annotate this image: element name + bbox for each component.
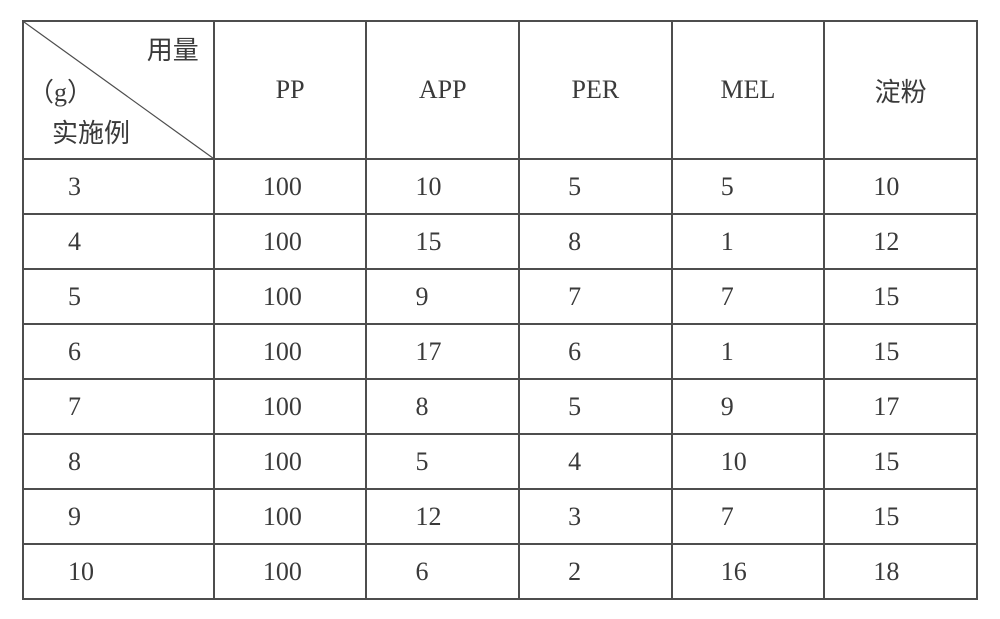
- table-row: 7 100 8 5 9 17: [23, 379, 977, 434]
- table-cell: 16: [672, 544, 825, 599]
- table-cell: 8: [519, 214, 672, 269]
- table-cell: 5: [672, 159, 825, 214]
- table-cell: 15: [366, 214, 519, 269]
- page: 用量 （g） 实施例 PP APP PER MEL 淀粉 3 100 10 5 …: [0, 0, 1000, 619]
- table-row: 4 100 15 8 1 12: [23, 214, 977, 269]
- col-header: PER: [519, 21, 672, 159]
- table-cell: 100: [214, 214, 367, 269]
- table-cell: 9: [366, 269, 519, 324]
- table-cell: 15: [824, 324, 977, 379]
- data-table: 用量 （g） 实施例 PP APP PER MEL 淀粉 3 100 10 5 …: [22, 20, 978, 600]
- table-cell: 100: [214, 269, 367, 324]
- table-cell: 1: [672, 324, 825, 379]
- table-cell: 3: [519, 489, 672, 544]
- table-row: 8 100 5 4 10 15: [23, 434, 977, 489]
- col-header: APP: [366, 21, 519, 159]
- table-cell: 15: [824, 434, 977, 489]
- table-cell: 15: [824, 489, 977, 544]
- table-row: 5 100 9 7 7 15: [23, 269, 977, 324]
- table-cell: 7: [519, 269, 672, 324]
- table-cell: 1: [672, 214, 825, 269]
- row-label: 8: [23, 434, 214, 489]
- table-cell: 12: [824, 214, 977, 269]
- table-cell: 5: [519, 159, 672, 214]
- diag-header-top: 用量: [147, 30, 199, 67]
- table-cell: 100: [214, 489, 367, 544]
- row-label: 7: [23, 379, 214, 434]
- table-cell: 10: [366, 159, 519, 214]
- diag-header-bottom: 实施例: [52, 113, 130, 150]
- diagonal-header-cell: 用量 （g） 实施例: [23, 21, 214, 159]
- table-cell: 5: [366, 434, 519, 489]
- row-label: 9: [23, 489, 214, 544]
- table-row: 9 100 12 3 7 15: [23, 489, 977, 544]
- diag-header-left: （g）: [28, 72, 93, 109]
- row-label: 6: [23, 324, 214, 379]
- table-cell: 6: [519, 324, 672, 379]
- col-header: PP: [214, 21, 367, 159]
- table-cell: 6: [366, 544, 519, 599]
- row-label: 4: [23, 214, 214, 269]
- table-cell: 8: [366, 379, 519, 434]
- col-header: MEL: [672, 21, 825, 159]
- table-cell: 100: [214, 379, 367, 434]
- table-cell: 2: [519, 544, 672, 599]
- table-cell: 7: [672, 269, 825, 324]
- table-cell: 18: [824, 544, 977, 599]
- table-cell: 17: [824, 379, 977, 434]
- table-cell: 100: [214, 324, 367, 379]
- table-row: 10 100 6 2 16 18: [23, 544, 977, 599]
- table-header-row: 用量 （g） 实施例 PP APP PER MEL 淀粉: [23, 21, 977, 159]
- table-cell: 17: [366, 324, 519, 379]
- table-cell: 4: [519, 434, 672, 489]
- table-row: 6 100 17 6 1 15: [23, 324, 977, 379]
- row-label: 3: [23, 159, 214, 214]
- table-cell: 10: [824, 159, 977, 214]
- table-cell: 100: [214, 434, 367, 489]
- table-cell: 15: [824, 269, 977, 324]
- table-row: 3 100 10 5 5 10: [23, 159, 977, 214]
- col-header: 淀粉: [824, 21, 977, 159]
- row-label: 10: [23, 544, 214, 599]
- table-cell: 7: [672, 489, 825, 544]
- row-label: 5: [23, 269, 214, 324]
- table-cell: 100: [214, 544, 367, 599]
- table-cell: 12: [366, 489, 519, 544]
- table-cell: 5: [519, 379, 672, 434]
- table-cell: 9: [672, 379, 825, 434]
- table-cell: 100: [214, 159, 367, 214]
- table-cell: 10: [672, 434, 825, 489]
